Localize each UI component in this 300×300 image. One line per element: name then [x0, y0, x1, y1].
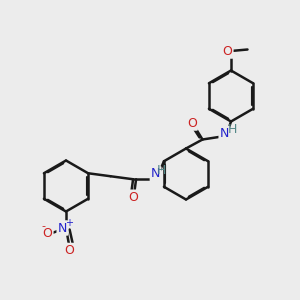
Text: N: N	[151, 167, 160, 180]
Text: H: H	[157, 164, 166, 177]
Text: O: O	[43, 227, 52, 240]
Text: +: +	[65, 218, 73, 229]
Text: N: N	[58, 221, 67, 235]
Text: O: O	[64, 244, 74, 257]
Text: O: O	[223, 44, 232, 58]
Text: N: N	[220, 127, 229, 140]
Text: -: -	[41, 221, 45, 231]
Text: O: O	[129, 191, 139, 204]
Text: H: H	[228, 123, 237, 136]
Text: O: O	[187, 116, 196, 130]
